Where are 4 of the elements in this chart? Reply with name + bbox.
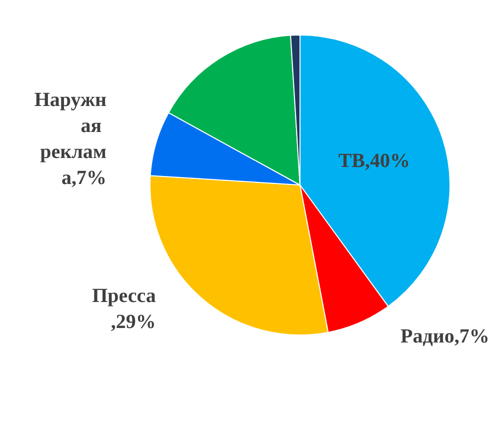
slice-label: Радио,7% [400,325,490,348]
slice-label: ТВ,40% [338,150,410,172]
slice-label: Наружная реклама,7% [34,88,107,189]
slice-label: Пресса,29% [92,284,156,333]
